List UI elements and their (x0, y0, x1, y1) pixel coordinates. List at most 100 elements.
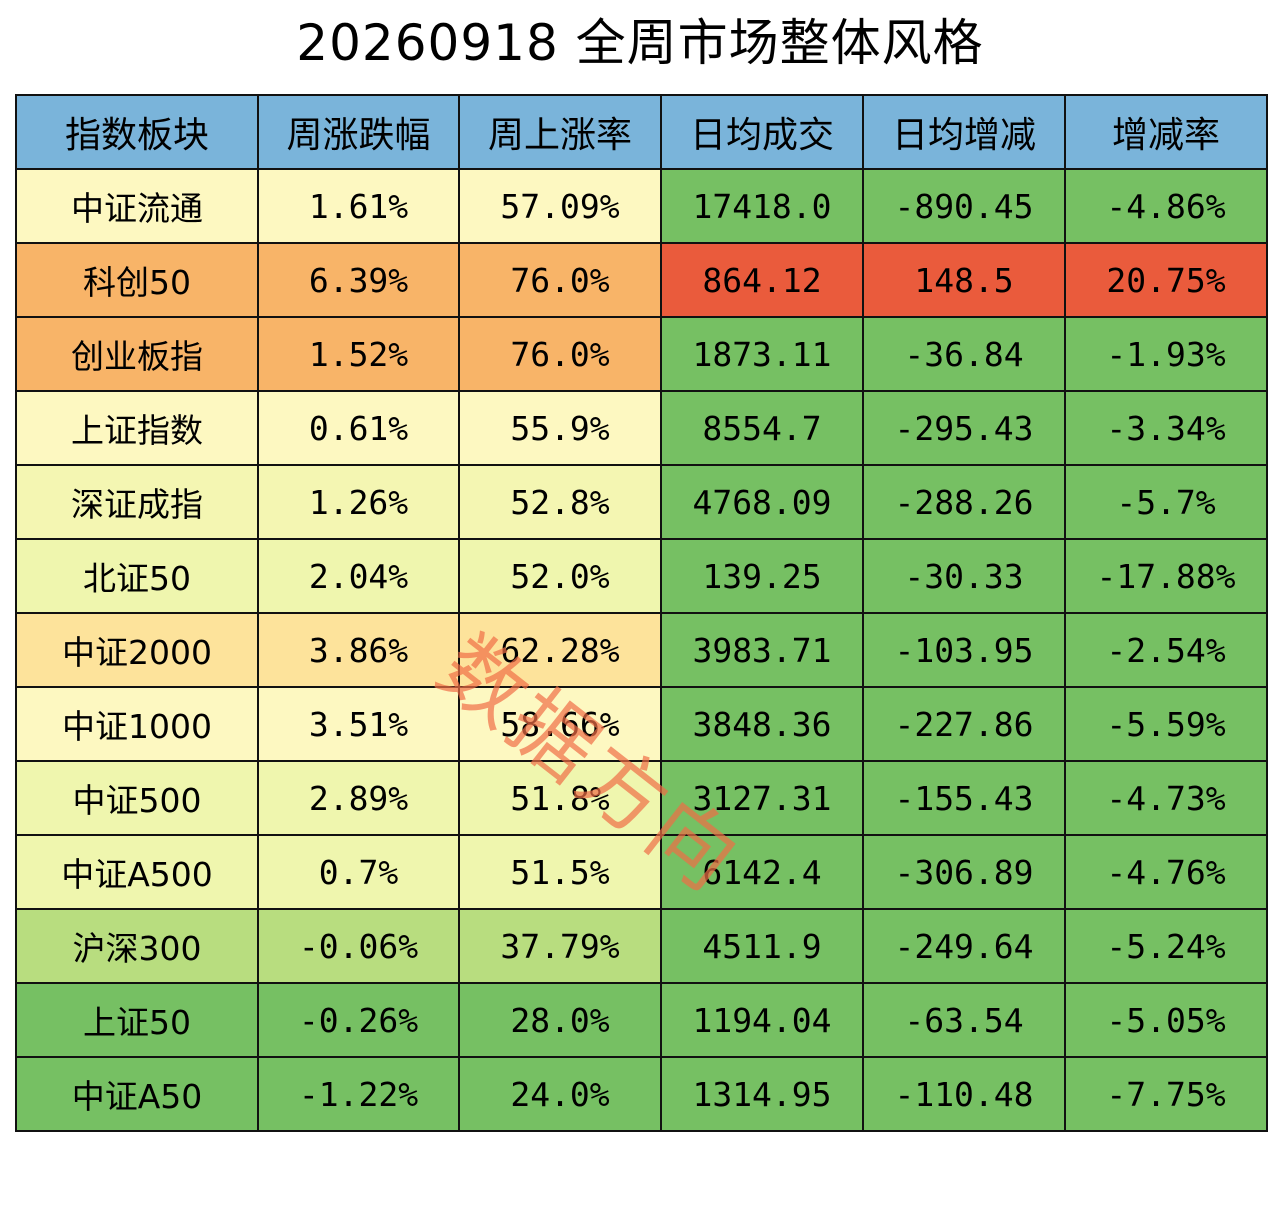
change-rate-cell: -17.88% (1064, 538, 1268, 614)
change-rate-cell: -5.05% (1064, 982, 1268, 1058)
change-rate-cell: 20.75% (1064, 242, 1268, 318)
index-name-cell: 中证1000 (15, 686, 259, 762)
change-rate-cell: -5.59% (1064, 686, 1268, 762)
index-name-cell: 中证500 (15, 760, 259, 836)
change-rate-cell: -2.54% (1064, 612, 1268, 688)
change-rate-cell: -3.34% (1064, 390, 1268, 466)
daily-volume-change-cell: -103.95 (862, 612, 1066, 688)
table-row: 上证50 -0.26% 28.0% 1194.04 -63.54 -5.05% (15, 982, 1268, 1058)
index-name-cell: 上证指数 (15, 390, 259, 466)
daily-volume-change-cell: -890.45 (862, 168, 1066, 244)
header-row: 指数板块 周涨跌幅 周上涨率 日均成交 日均增减 增减率 (15, 94, 1268, 170)
change-rate-cell: -4.76% (1064, 834, 1268, 910)
table-body: 中证流通 1.61% 57.09% 17418.0 -890.45 -4.86% 科创50 6… (15, 168, 1268, 1132)
weekly-change-cell: 2.04% (257, 538, 460, 614)
index-name-cell: 中证流通 (15, 168, 259, 244)
change-rate-cell: -4.73% (1064, 760, 1268, 836)
daily-volume-cell: 3127.31 (660, 760, 864, 836)
index-name-cell: 沪深300 (15, 908, 259, 984)
weekly-change-cell: 2.89% (257, 760, 460, 836)
column-header-index: 指数板块 (15, 94, 259, 170)
weekly-change-cell: 3.86% (257, 612, 460, 688)
table-row: 深证成指 1.26% 52.8% 4768.09 -288.26 -5.7% (15, 464, 1268, 540)
daily-volume-change-cell: -295.43 (862, 390, 1066, 466)
weekly-up-rate-cell: 52.8% (458, 464, 662, 540)
column-header-daily-volume: 日均成交 (660, 94, 864, 170)
daily-volume-cell: 1194.04 (660, 982, 864, 1058)
daily-volume-cell: 4768.09 (660, 464, 864, 540)
daily-volume-cell: 8554.7 (660, 390, 864, 466)
table-row: 科创50 6.39% 76.0% 864.12 148.5 20.75% (15, 242, 1268, 318)
weekly-change-cell: -0.06% (257, 908, 460, 984)
weekly-up-rate-cell: 76.0% (458, 316, 662, 392)
daily-volume-change-cell: -63.54 (862, 982, 1066, 1058)
daily-volume-cell: 6142.4 (660, 834, 864, 910)
daily-volume-change-cell: -227.86 (862, 686, 1066, 762)
daily-volume-change-cell: -36.84 (862, 316, 1066, 392)
weekly-up-rate-cell: 55.9% (458, 390, 662, 466)
index-name-cell: 中证2000 (15, 612, 259, 688)
market-style-table: 指数板块 周涨跌幅 周上涨率 日均成交 日均增减 增减率 中证流通 1.61% 57… (15, 94, 1268, 1132)
index-name-cell: 中证A50 (15, 1056, 259, 1132)
daily-volume-cell: 3848.36 (660, 686, 864, 762)
daily-volume-cell: 17418.0 (660, 168, 864, 244)
index-name-cell: 深证成指 (15, 464, 259, 540)
index-name-cell: 北证50 (15, 538, 259, 614)
table-row: 中证2000 3.86% 62.28% 3983.71 -103.95 -2.54% (15, 612, 1268, 688)
change-rate-cell: -1.93% (1064, 316, 1268, 392)
change-rate-cell: -5.24% (1064, 908, 1268, 984)
weekly-change-cell: 1.26% (257, 464, 460, 540)
weekly-up-rate-cell: 28.0% (458, 982, 662, 1058)
daily-volume-change-cell: -249.64 (862, 908, 1066, 984)
weekly-change-cell: 3.51% (257, 686, 460, 762)
index-name-cell: 创业板指 (15, 316, 259, 392)
index-name-cell: 上证50 (15, 982, 259, 1058)
weekly-up-rate-cell: 58.66% (458, 686, 662, 762)
table-row: 创业板指 1.52% 76.0% 1873.11 -36.84 -1.93% (15, 316, 1268, 392)
daily-volume-change-cell: -155.43 (862, 760, 1066, 836)
column-header-change-rate: 增减率 (1064, 94, 1268, 170)
change-rate-cell: -5.7% (1064, 464, 1268, 540)
weekly-change-cell: -1.22% (257, 1056, 460, 1132)
table-row: 北证50 2.04% 52.0% 139.25 -30.33 -17.88% (15, 538, 1268, 614)
weekly-up-rate-cell: 52.0% (458, 538, 662, 614)
table-row: 中证流通 1.61% 57.09% 17418.0 -890.45 -4.86% (15, 168, 1268, 244)
column-header-daily-volume-change: 日均增减 (862, 94, 1066, 170)
daily-volume-change-cell: -30.33 (862, 538, 1066, 614)
daily-volume-change-cell: -110.48 (862, 1056, 1066, 1132)
daily-volume-cell: 3983.71 (660, 612, 864, 688)
weekly-up-rate-cell: 51.8% (458, 760, 662, 836)
weekly-up-rate-cell: 57.09% (458, 168, 662, 244)
index-name-cell: 中证A500 (15, 834, 259, 910)
weekly-up-rate-cell: 76.0% (458, 242, 662, 318)
daily-volume-change-cell: -306.89 (862, 834, 1066, 910)
weekly-up-rate-cell: 24.0% (458, 1056, 662, 1132)
weekly-change-cell: 6.39% (257, 242, 460, 318)
daily-volume-cell: 864.12 (660, 242, 864, 318)
weekly-change-cell: 1.52% (257, 316, 460, 392)
weekly-change-cell: 0.7% (257, 834, 460, 910)
weekly-up-rate-cell: 62.28% (458, 612, 662, 688)
daily-volume-change-cell: -288.26 (862, 464, 1066, 540)
change-rate-cell: -7.75% (1064, 1056, 1268, 1132)
table-row: 中证500 2.89% 51.8% 3127.31 -155.43 -4.73% (15, 760, 1268, 836)
index-name-cell: 科创50 (15, 242, 259, 318)
weekly-change-cell: 0.61% (257, 390, 460, 466)
weekly-up-rate-cell: 51.5% (458, 834, 662, 910)
table-row: 沪深300 -0.06% 37.79% 4511.9 -249.64 -5.24% (15, 908, 1268, 984)
weekly-up-rate-cell: 37.79% (458, 908, 662, 984)
weekly-change-cell: 1.61% (257, 168, 460, 244)
weekly-change-cell: -0.26% (257, 982, 460, 1058)
column-header-weekly-up-rate: 周上涨率 (458, 94, 662, 170)
daily-volume-cell: 1873.11 (660, 316, 864, 392)
table-row: 中证A500 0.7% 51.5% 6142.4 -306.89 -4.76% (15, 834, 1268, 910)
table-row: 中证A50 -1.22% 24.0% 1314.95 -110.48 -7.75% (15, 1056, 1268, 1132)
daily-volume-cell: 4511.9 (660, 908, 864, 984)
column-header-weekly-change: 周涨跌幅 (257, 94, 460, 170)
daily-volume-cell: 1314.95 (660, 1056, 864, 1132)
change-rate-cell: -4.86% (1064, 168, 1268, 244)
daily-volume-change-cell: 148.5 (862, 242, 1066, 318)
daily-volume-cell: 139.25 (660, 538, 864, 614)
table-row: 上证指数 0.61% 55.9% 8554.7 -295.43 -3.34% (15, 390, 1268, 466)
table-row: 中证1000 3.51% 58.66% 3848.36 -227.86 -5.59% (15, 686, 1268, 762)
